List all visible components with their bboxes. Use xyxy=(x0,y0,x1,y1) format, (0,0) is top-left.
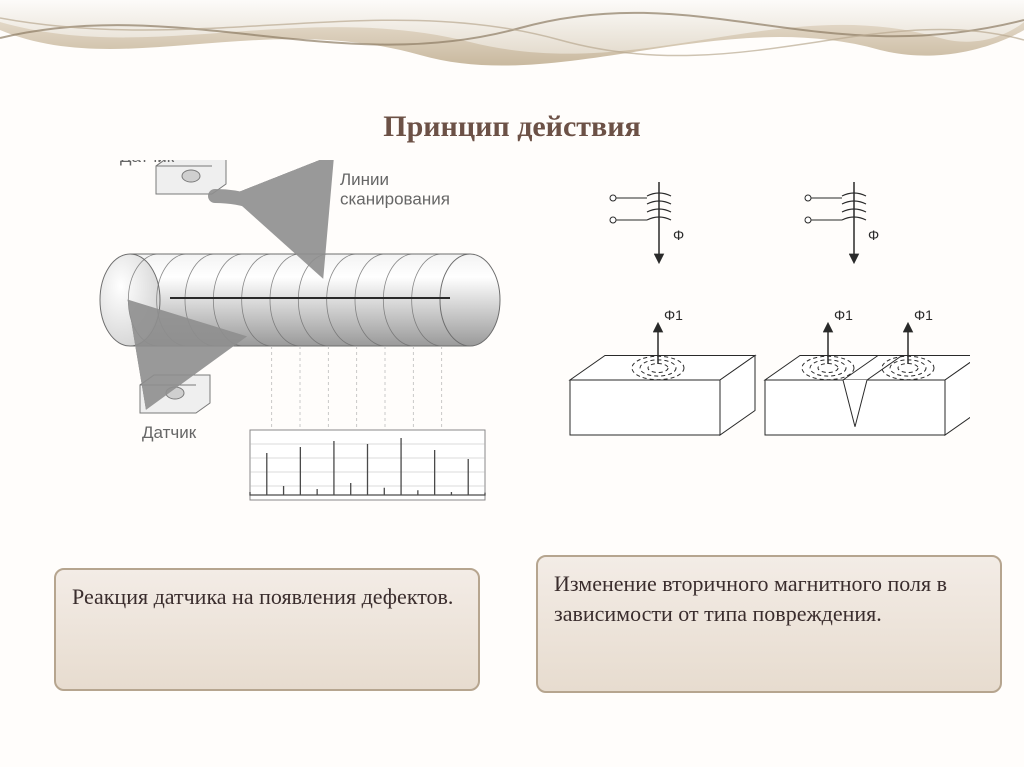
svg-text:Φ: Φ xyxy=(673,227,684,243)
svg-text:Датчик: Датчик xyxy=(142,423,197,442)
slide-title: Принцип действия xyxy=(0,110,1024,144)
diagram-sensor-scan: Датчик Линиисканирования Датчик Сигналы деф… xyxy=(90,160,510,510)
caption-right: Изменение вторичного магнитного поля в з… xyxy=(536,555,1002,693)
svg-text:Линиисканирования: Линиисканирования xyxy=(340,170,450,209)
svg-text:Сигналы дефекта: Сигналы дефекта xyxy=(297,507,439,510)
diagram-magnetic-field: Φ Φ Φ1 Φ1 Φ1 xyxy=(540,180,970,490)
caption-left: Реакция датчика на появления дефектов. xyxy=(54,568,480,691)
top-ribbon xyxy=(0,0,1024,95)
svg-text:Φ: Φ xyxy=(868,227,879,243)
slide-page: Принцип действия Датчик Линиисканирования… xyxy=(0,0,1024,767)
svg-text:Φ1: Φ1 xyxy=(914,307,933,323)
svg-text:Φ1: Φ1 xyxy=(664,307,683,323)
svg-text:Φ1: Φ1 xyxy=(834,307,853,323)
svg-text:Датчик: Датчик xyxy=(120,160,175,166)
